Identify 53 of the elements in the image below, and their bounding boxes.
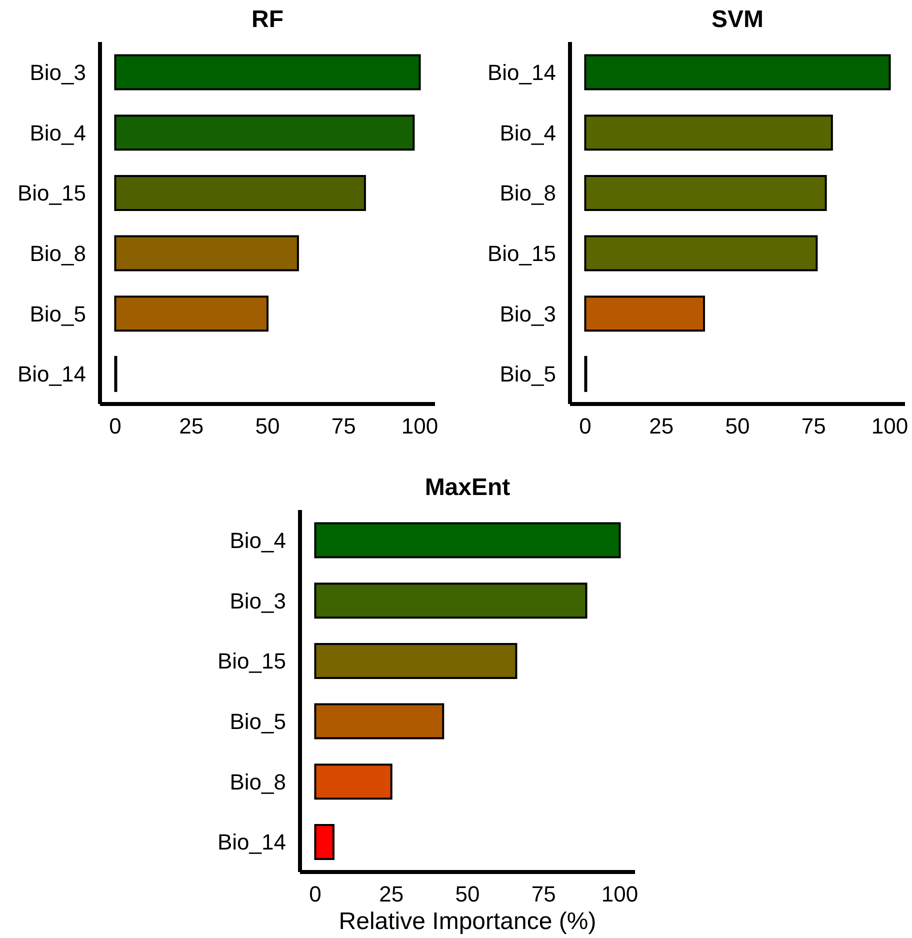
x-tick-label: 75 xyxy=(801,414,826,439)
x-tick-label: 0 xyxy=(309,882,322,907)
y-tick-label: Bio_4 xyxy=(500,120,556,146)
y-tick-label: Bio_5 xyxy=(30,301,86,326)
y-tick-label: Bio_4 xyxy=(30,120,86,146)
x-tick-label: 50 xyxy=(725,414,750,439)
chart-title: SVM xyxy=(710,5,764,35)
y-tick-label: Bio_4 xyxy=(230,528,286,553)
x-tick-label: 0 xyxy=(579,414,592,439)
bar xyxy=(314,522,621,558)
x-tick-label: 25 xyxy=(379,882,404,907)
bar xyxy=(114,54,421,90)
x-tick-label: 50 xyxy=(455,882,480,907)
bar xyxy=(584,174,827,211)
x-tick-label: 50 xyxy=(255,414,280,439)
chart-title: MaxEnt xyxy=(424,473,512,503)
chart-title: RF xyxy=(250,5,284,35)
x-tick-label: 75 xyxy=(531,882,556,907)
y-tick-label: Bio_15 xyxy=(217,648,286,674)
y-tick-label: Bio_5 xyxy=(230,708,286,734)
x-axis-title: Relative Importance (%) xyxy=(338,908,598,937)
x-tick-label: 25 xyxy=(649,414,674,439)
y-tick-label: Bio_5 xyxy=(500,362,556,387)
y-tick-label: Bio_8 xyxy=(30,240,86,266)
y-tick-label: Bio_8 xyxy=(230,769,286,794)
y-tick-label: Bio_15 xyxy=(17,180,86,206)
bar xyxy=(314,582,588,619)
bar xyxy=(314,764,392,800)
y-tick-label: Bio_3 xyxy=(500,301,556,326)
y-tick-label: Bio_8 xyxy=(500,180,556,206)
y-tick-label: Bio_14 xyxy=(217,830,286,855)
bar xyxy=(314,642,518,679)
bar xyxy=(114,296,268,332)
y-tick-label: Bio_15 xyxy=(487,240,556,266)
bar xyxy=(114,174,366,211)
x-tick-label: 0 xyxy=(109,414,122,439)
bar xyxy=(584,296,705,332)
bar xyxy=(114,114,415,151)
x-tick-label: 75 xyxy=(331,414,356,439)
x-tick-label: 100 xyxy=(871,414,908,439)
x-tick-label: 100 xyxy=(601,882,638,907)
x-tick-label: 25 xyxy=(179,414,204,439)
bar xyxy=(314,703,444,740)
y-tick-label: Bio_14 xyxy=(17,362,86,387)
y-tick-label: Bio_3 xyxy=(30,60,86,85)
bar xyxy=(584,235,818,272)
bar xyxy=(584,114,833,151)
bar xyxy=(584,54,891,90)
bar xyxy=(114,235,299,272)
bar xyxy=(314,824,334,860)
y-tick-label: Bio_14 xyxy=(487,60,556,85)
x-tick-label: 100 xyxy=(401,414,438,439)
y-tick-label: Bio_3 xyxy=(230,588,286,614)
